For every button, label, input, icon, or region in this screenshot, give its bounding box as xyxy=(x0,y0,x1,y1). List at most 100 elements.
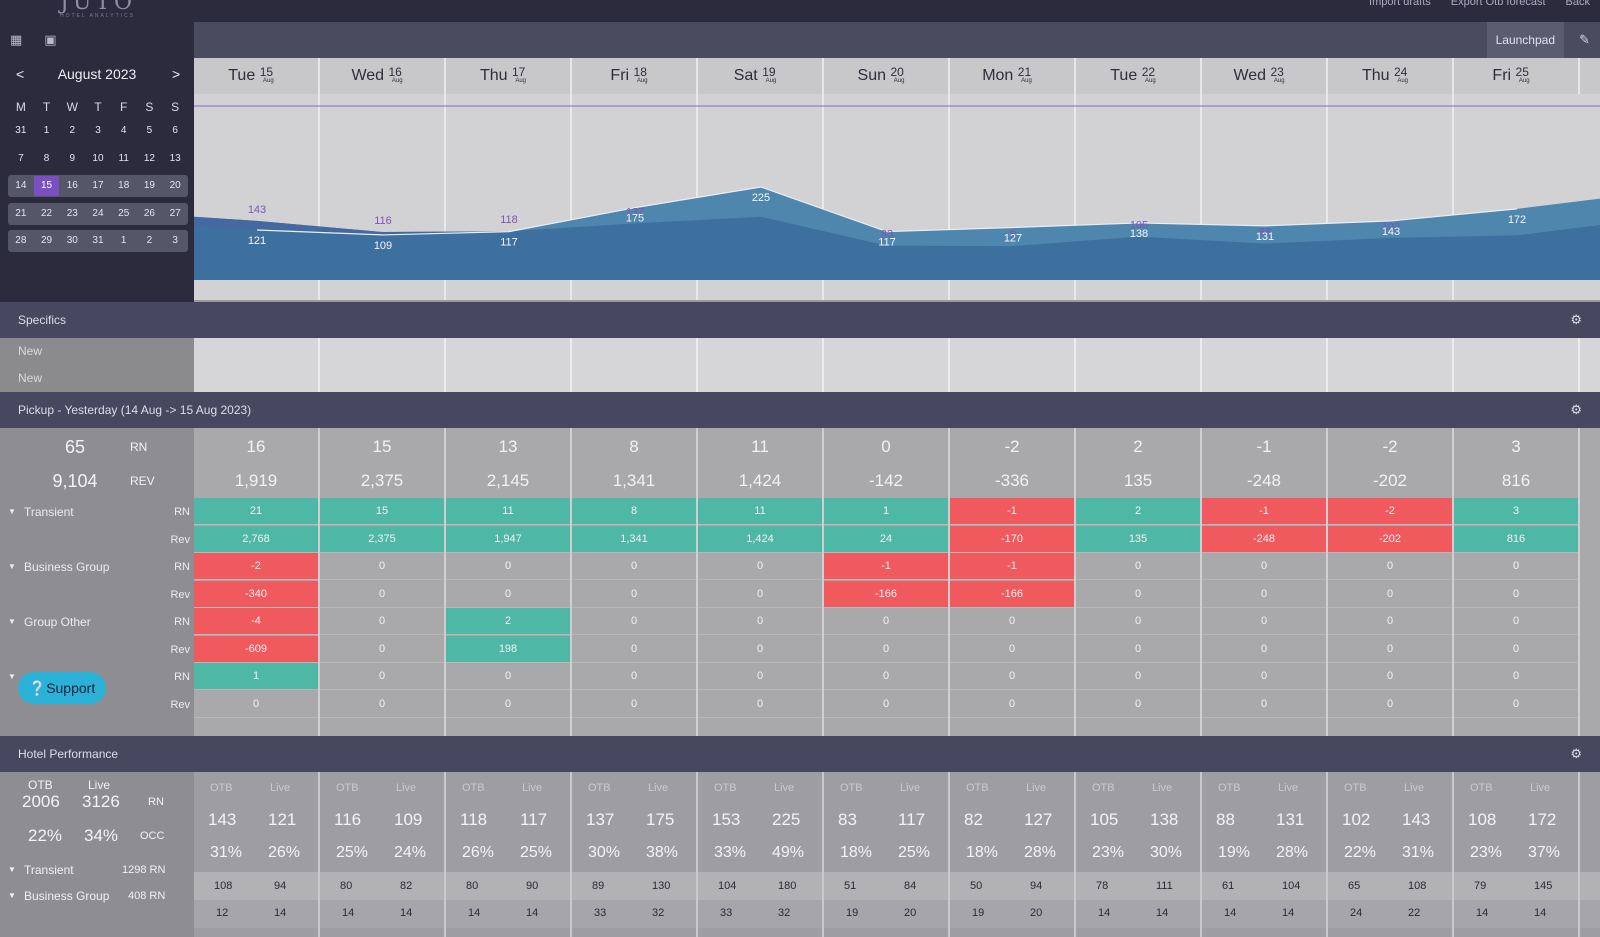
calendar-day[interactable]: 28 xyxy=(15,235,27,246)
calendar-day[interactable]: 26 xyxy=(143,207,155,219)
date-dow: Sun xyxy=(857,67,886,84)
support-button[interactable]: ❔Support xyxy=(18,672,106,704)
date-column-header[interactable]: Fri 18Aug xyxy=(572,58,698,94)
settings-gear-icon[interactable]: ⚙ xyxy=(1570,402,1582,417)
calendar-day[interactable]: 20 xyxy=(169,180,181,191)
calendar-day[interactable]: 14 xyxy=(15,180,27,191)
specifics-cell[interactable] xyxy=(950,338,1076,392)
live-data-label: 117 xyxy=(878,237,896,249)
calendar-day[interactable]: 13 xyxy=(169,152,181,164)
live-occ-value: 24% xyxy=(394,844,427,861)
specifics-cell[interactable] xyxy=(572,338,698,392)
calendar-day[interactable]: 15 xyxy=(33,176,60,196)
expand-arrow-icon[interactable]: ▼ xyxy=(8,672,16,681)
specifics-cell[interactable] xyxy=(1328,338,1454,392)
back-link[interactable]: Back xyxy=(1565,0,1590,8)
calendar-day[interactable]: 16 xyxy=(66,180,78,191)
calendar-day[interactable]: 1 xyxy=(120,235,127,246)
calendar-day[interactable]: 30 xyxy=(66,235,78,246)
pickup-row-label[interactable]: ▼ RN xyxy=(0,663,194,691)
calendar-day[interactable]: 10 xyxy=(92,152,104,164)
export-forecast-link[interactable]: Export Otb forecast xyxy=(1450,0,1546,8)
transient-row-label[interactable]: ▼ Transient 1298 RN xyxy=(8,863,166,877)
pickup-row-label[interactable]: ▼ Transient RN xyxy=(0,498,194,526)
calendar-day[interactable]: 31 xyxy=(92,235,104,246)
specifics-cell[interactable] xyxy=(824,338,950,392)
date-column-header[interactable]: Wed 23Aug xyxy=(1202,58,1328,94)
launchpad-button[interactable]: Launchpad xyxy=(1486,22,1564,58)
calendar-day[interactable]: 1 xyxy=(43,125,50,136)
business-group-row-label[interactable]: ▼ Business Group 408 RN xyxy=(8,889,166,903)
calendar-day[interactable]: 22 xyxy=(41,207,53,219)
calendar-day[interactable]: 7 xyxy=(18,152,24,164)
calendar-day[interactable]: 27 xyxy=(169,207,181,219)
calendar-day[interactable]: 3 xyxy=(95,125,101,136)
import-drafts-link[interactable]: Import drafts xyxy=(1369,0,1431,8)
expand-arrow-icon[interactable]: ▼ xyxy=(8,617,16,626)
pickup-day-column: 0 -142 1 24 -1 -166 0 0 0 0 xyxy=(824,428,950,736)
calendar-day[interactable]: 21 xyxy=(15,207,27,219)
hotel-day-column: OTB Live 105 138 23% 30% 78 111 14 14 xyxy=(1076,772,1202,937)
date-column-header[interactable]: Wed 16Aug xyxy=(320,58,446,94)
pickup-cell: 2 xyxy=(1076,498,1200,525)
calendar-day[interactable]: 18 xyxy=(118,180,130,191)
date-column-header[interactable]: Thu 17Aug xyxy=(446,58,572,94)
next-month-button[interactable]: > xyxy=(172,66,181,82)
expand-arrow-icon[interactable]: ▼ xyxy=(8,507,16,516)
otb-occ-value: 18% xyxy=(966,844,999,861)
calendar-check-icon[interactable]: ▣ xyxy=(44,32,57,47)
calendar-day[interactable]: 11 xyxy=(118,152,129,164)
pickup-row-label[interactable]: ▼ Group Other RN xyxy=(0,608,194,636)
specifics-cell[interactable] xyxy=(1202,338,1328,392)
date-column-header[interactable]: Tue 15Aug xyxy=(194,58,320,94)
calendar-day[interactable]: 4 xyxy=(120,125,127,136)
live-header: Live xyxy=(88,778,111,792)
specifics-cell[interactable] xyxy=(194,338,320,392)
calendar-icon[interactable]: ▦ xyxy=(10,32,23,47)
settings-gear-icon[interactable]: ⚙ xyxy=(1570,746,1582,761)
date-column-header[interactable]: Tue 22Aug xyxy=(1076,58,1202,94)
date-column-header[interactable]: Sun 20Aug xyxy=(824,58,950,94)
specifics-new-row[interactable]: New xyxy=(18,344,43,358)
specifics-cell[interactable] xyxy=(1076,338,1202,392)
calendar-day[interactable]: 3 xyxy=(172,235,178,246)
specifics-cell[interactable] xyxy=(1454,338,1580,392)
specifics-new-row[interactable]: New xyxy=(18,371,43,385)
otb-occ-value: 33% xyxy=(714,844,747,861)
calendar-day[interactable]: 31 xyxy=(15,125,27,136)
calendar-day[interactable]: 17 xyxy=(92,180,104,191)
calendar-day[interactable]: 29 xyxy=(41,235,53,246)
pickup-day-rn: 15 xyxy=(372,437,392,456)
calendar-day[interactable]: 25 xyxy=(118,207,130,219)
calendar-day[interactable]: 23 xyxy=(66,207,78,219)
calendar-day[interactable]: 6 xyxy=(172,125,178,136)
calendar-day[interactable]: 2 xyxy=(146,235,153,246)
calendar-day[interactable]: 19 xyxy=(143,180,155,191)
pickup-row-label[interactable]: ▼ Business Group RN xyxy=(0,553,194,581)
calendar-day[interactable]: 12 xyxy=(143,152,155,164)
calendar-day[interactable]: 8 xyxy=(43,152,50,164)
otb-rn-value: 118 xyxy=(460,810,488,829)
transient-live-value: 94 xyxy=(274,880,287,892)
otb-rn-value: 108 xyxy=(1468,810,1497,829)
settings-gear-icon[interactable]: ⚙ xyxy=(1570,312,1582,327)
date-column-header[interactable]: Fri 25Aug xyxy=(1454,58,1580,94)
specifics-cell[interactable] xyxy=(446,338,572,392)
expand-arrow-icon[interactable]: ▼ xyxy=(8,562,16,571)
specifics-cell[interactable] xyxy=(698,338,824,392)
date-column-header[interactable]: Sat 19Aug xyxy=(698,58,824,94)
calendar-day[interactable]: 2 xyxy=(69,125,76,136)
pickup-day-column: -2 -202 -2 -202 0 0 0 0 0 0 xyxy=(1328,428,1454,736)
chart-toolbar: Launchpad ✎ xyxy=(194,22,1600,58)
calendar-day[interactable]: 5 xyxy=(146,125,153,136)
date-column-header[interactable]: Mon 21Aug xyxy=(950,58,1076,94)
edit-icon[interactable]: ✎ xyxy=(1579,32,1590,47)
hotel-day-column: OTB Live 118 117 26% 25% 80 90 14 14 xyxy=(446,772,572,937)
specifics-cell[interactable] xyxy=(320,338,446,392)
date-column-header[interactable]: Thu 24Aug xyxy=(1328,58,1454,94)
prev-month-button[interactable]: < xyxy=(16,66,25,82)
hotel-day-column: OTB Live 82 127 18% 28% 50 94 19 20 xyxy=(950,772,1076,937)
calendar-day[interactable]: 24 xyxy=(92,207,104,219)
calendar-day[interactable]: 9 xyxy=(69,152,76,164)
